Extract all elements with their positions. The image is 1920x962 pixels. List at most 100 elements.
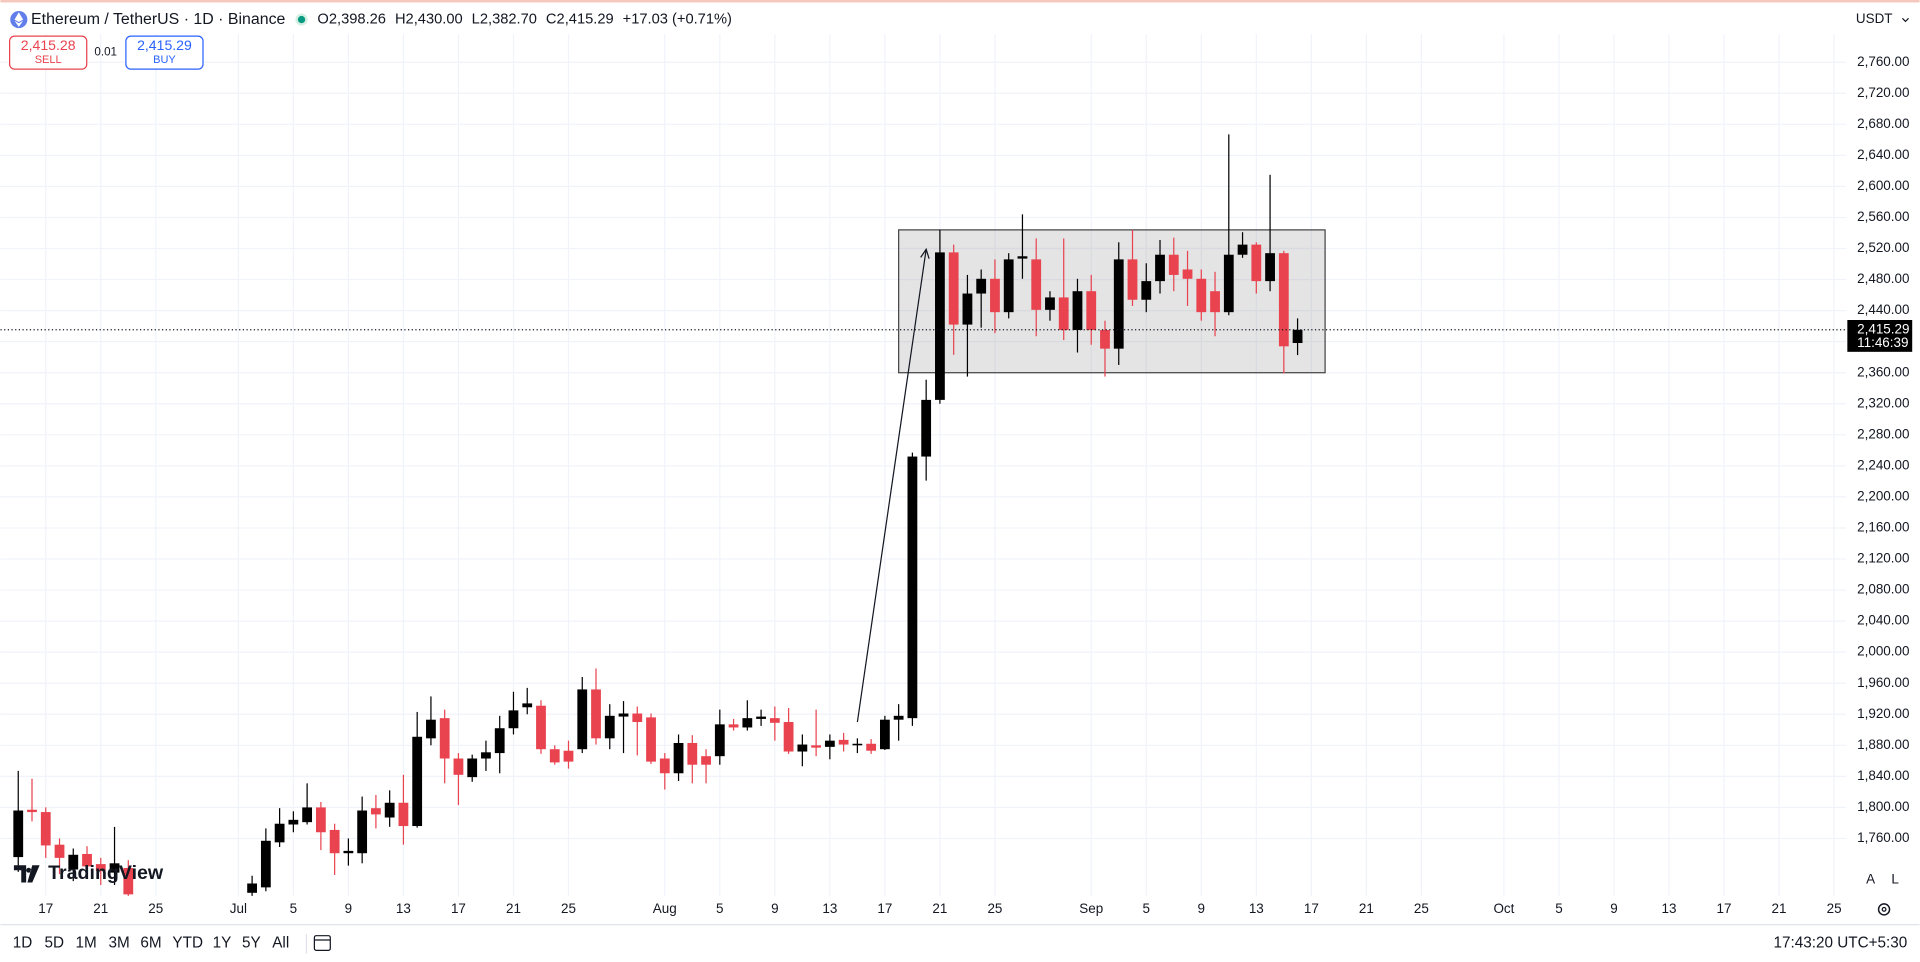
logo-text: TradingView: [48, 862, 164, 884]
timeframe-button[interactable]: 6M: [140, 935, 161, 952]
x-tick-label: Oct: [1493, 901, 1514, 916]
candle-body: [618, 713, 629, 717]
sell-button[interactable]: [9, 35, 88, 70]
candle-body: [302, 807, 313, 823]
candle-body: [1058, 297, 1069, 331]
y-tick-label: 2,280.00: [1857, 426, 1909, 441]
candle-body: [783, 722, 794, 752]
buy-button[interactable]: [125, 35, 204, 70]
plot-area: [0, 134, 1847, 896]
x-tick-label: 13: [1249, 901, 1264, 916]
timeframe-button[interactable]: 1Y: [213, 935, 232, 952]
candle-body: [1237, 244, 1248, 255]
log-scale-button[interactable]: L: [1891, 872, 1899, 887]
candle-body: [879, 719, 890, 750]
candle-body: [453, 758, 464, 775]
candle-body: [632, 713, 643, 723]
x-tick-label: 21: [506, 901, 521, 916]
timeframe-button[interactable]: All: [272, 935, 289, 952]
candle-body: [357, 810, 368, 854]
candle-body: [811, 745, 822, 748]
candle-body: [315, 807, 326, 833]
y-tick-label: 1,800.00: [1857, 799, 1909, 814]
ohlc-value: 2,398.26: [329, 11, 386, 27]
timeframe-button[interactable]: 5Y: [242, 935, 261, 952]
candle-body: [536, 705, 546, 750]
x-tick-label: 13: [396, 901, 411, 916]
auto-scale-button[interactable]: A: [1866, 872, 1875, 887]
x-tick-label: 9: [1610, 901, 1617, 916]
candle-body: [1045, 297, 1055, 310]
clock[interactable]: 17:43:20 UTC+5:30: [1774, 935, 1908, 952]
candle-body: [907, 456, 918, 719]
y-tick-label: 2,360.00: [1857, 364, 1909, 379]
x-tick-label: 17: [38, 901, 53, 916]
candle-body: [467, 758, 478, 778]
ohlc-key: L: [472, 11, 480, 27]
candle-body: [687, 742, 698, 765]
candle-body: [439, 718, 450, 759]
candle-body: [769, 718, 780, 723]
candle-body: [426, 719, 436, 739]
candle-body: [948, 252, 959, 325]
y-tick-label: 2,440.00: [1857, 302, 1909, 317]
candle-body: [1182, 269, 1193, 279]
axes: 1,760.00 1,800.00 1,840.00 1,880.00 1,920.00…: [38, 54, 1913, 916]
candle-body: [866, 743, 877, 751]
y-tick-label: 2,760.00: [1857, 54, 1909, 69]
candle-body: [962, 293, 973, 325]
ohlc-value: 2,382.70: [480, 11, 537, 27]
x-tick-label: 25: [1827, 901, 1842, 916]
x-tick-label: 13: [822, 901, 837, 916]
ohlc-key: C: [546, 11, 557, 27]
candle-body: [54, 844, 65, 858]
candle-body: [343, 850, 354, 854]
symbol-title[interactable]: Ethereum / TetherUS · 1D · Binance: [31, 11, 285, 28]
candle-body: [68, 854, 79, 870]
buy-label: BUY: [153, 54, 176, 66]
candle-body: [990, 278, 1000, 313]
x-tick-label: Sep: [1079, 901, 1103, 916]
candle-body: [1168, 254, 1179, 275]
currency-selector[interactable]: USDT: [1856, 11, 1893, 26]
y-tick-label: 2,080.00: [1857, 582, 1909, 597]
candle-body: [508, 710, 519, 729]
candle-body: [756, 716, 766, 719]
timeframe-button[interactable]: 1D: [13, 935, 33, 952]
candle-body: [1210, 291, 1220, 313]
x-tick-label: 25: [148, 901, 163, 916]
x-tick-label: 5: [290, 901, 297, 916]
x-tick-label: 5: [716, 901, 723, 916]
candle-body: [481, 752, 491, 759]
y-tick-label: 2,640.00: [1857, 147, 1909, 162]
y-tick-label: 1,880.00: [1857, 737, 1909, 752]
timeframe-bar: 1D 5D 1M 3M 6M YTD 1Y 5Y All: [13, 935, 290, 952]
y-tick-label: 2,480.00: [1857, 271, 1909, 286]
candle-body: [1278, 253, 1289, 347]
candle-body: [40, 812, 51, 846]
timeframe-button[interactable]: 5D: [45, 935, 65, 952]
x-tick-label: 21: [932, 901, 947, 916]
candle-body: [494, 728, 505, 754]
candle-body: [728, 724, 739, 728]
candle-body: [329, 829, 340, 854]
timeframe-button[interactable]: 1M: [76, 935, 97, 952]
timeframe-button[interactable]: YTD: [172, 935, 203, 952]
candle-body: [838, 739, 849, 745]
candle-body: [1127, 259, 1138, 300]
ohlc-value: 2,415.29: [557, 11, 614, 27]
x-tick-label: Aug: [653, 901, 677, 916]
x-tick-label: 25: [987, 901, 1002, 916]
candle-body: [109, 863, 120, 873]
date-range-button[interactable]: [313, 935, 331, 951]
x-tick-label: 9: [1198, 901, 1205, 916]
candle-body: [701, 756, 711, 765]
y-tick-label: 2,120.00: [1857, 551, 1909, 566]
timeframe-button[interactable]: 3M: [109, 935, 130, 952]
candle-body: [852, 743, 863, 746]
candle-body: [646, 717, 656, 762]
settings-icon[interactable]: [1877, 903, 1891, 916]
candle-body: [384, 802, 395, 818]
top-edge: [0, 0, 1920, 3]
